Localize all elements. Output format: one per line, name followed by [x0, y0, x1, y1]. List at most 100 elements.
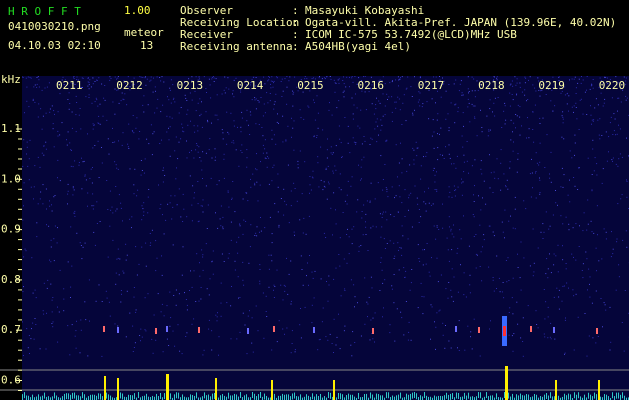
noise-dot: [512, 99, 514, 101]
noise-dot: [562, 122, 564, 124]
noise-dot: [121, 293, 122, 295]
noise-dot: [381, 269, 383, 271]
noise-dot: [615, 134, 616, 136]
noise-dot: [136, 274, 138, 276]
noise-bar: [210, 396, 211, 400]
noise-dot: [26, 86, 28, 88]
noise-dot: [516, 94, 517, 96]
noise-dot: [513, 333, 515, 335]
noise-dot: [329, 102, 330, 104]
noise-dot: [431, 135, 433, 137]
noise-dot: [297, 90, 299, 92]
noise-dot: [488, 80, 490, 82]
noise-dot: [225, 87, 227, 89]
noise-bar: [436, 396, 437, 400]
noise-dot: [139, 76, 141, 78]
noise-dot: [606, 160, 608, 162]
noise-dot: [73, 87, 75, 89]
noise-dot: [544, 167, 546, 168]
noise-dot: [332, 234, 333, 236]
noise-dot: [545, 211, 547, 213]
noise-dot: [26, 328, 28, 330]
noise-dot: [242, 198, 244, 200]
noise-dot: [64, 79, 66, 81]
noise-dot: [398, 185, 400, 187]
noise-dot: [378, 100, 380, 102]
noise-dot: [377, 125, 379, 127]
noise-dot: [160, 111, 162, 113]
noise-dot: [151, 338, 153, 340]
noise-dot: [51, 299, 53, 301]
noise-dot: [361, 90, 363, 92]
noise-dot: [380, 119, 382, 121]
noise-bar: [238, 396, 239, 400]
noise-dot: [185, 336, 187, 337]
noise-bar: [136, 397, 137, 400]
noise-dot: [582, 79, 584, 81]
noise-dot: [297, 160, 299, 162]
noise-dot: [300, 79, 302, 80]
noise-dot: [208, 149, 210, 151]
noise-dot: [28, 335, 30, 336]
time-label: 0217: [418, 79, 445, 92]
noise-dot: [309, 255, 310, 256]
noise-dot: [168, 139, 170, 141]
noise-dot: [549, 336, 551, 338]
noise-bar: [552, 396, 553, 400]
noise-dot: [453, 276, 455, 278]
noise-dot: [133, 287, 135, 288]
noise-dot: [335, 344, 337, 346]
noise-dot: [357, 199, 359, 201]
noise-dot: [351, 76, 353, 77]
noise-dot: [565, 216, 567, 218]
noise-dot: [269, 76, 270, 78]
noise-dot: [445, 288, 447, 290]
noise-bar: [278, 395, 279, 400]
noise-dot: [479, 84, 481, 86]
noise-dot: [80, 87, 82, 88]
noise-dot: [542, 223, 544, 225]
noise-dot: [322, 189, 324, 191]
info-value: ICOM IC-575 53.7492(@LCD)MHz USB: [305, 28, 517, 41]
noise-dot: [236, 241, 238, 243]
noise-dot: [23, 182, 25, 184]
noise-bar: [302, 397, 303, 400]
noise-dot: [328, 181, 329, 183]
noise-dot: [522, 341, 524, 342]
noise-dot: [474, 96, 476, 98]
noise-dot: [281, 96, 283, 97]
noise-dot: [600, 298, 602, 299]
noise-dot: [430, 304, 432, 306]
noise-dot: [84, 242, 86, 244]
noise-dot: [256, 235, 258, 237]
y-label: 0.8: [1, 273, 21, 286]
noise-dot: [143, 202, 145, 204]
noise-dot: [566, 103, 568, 105]
noise-bar: [514, 397, 515, 400]
noise-dot: [468, 92, 469, 94]
noise-dot: [155, 270, 157, 272]
noise-dot: [182, 221, 184, 222]
noise-dot: [489, 225, 491, 227]
noise-dot: [246, 84, 248, 86]
noise-dot: [360, 166, 362, 168]
noise-dot: [98, 177, 100, 178]
noise-dot: [223, 261, 225, 262]
noise-dot: [214, 148, 216, 150]
noise-dot: [75, 114, 77, 116]
noise-dot: [360, 245, 362, 246]
noise-dot: [584, 313, 586, 314]
noise-dot: [42, 184, 44, 186]
noise-dot: [382, 179, 384, 180]
noise-dot: [401, 124, 403, 125]
noise-dot: [618, 276, 620, 278]
noise-dot: [129, 218, 131, 220]
noise-dot: [403, 267, 405, 269]
noise-dot: [516, 301, 518, 303]
noise-dot: [211, 330, 213, 332]
noise-dot: [345, 86, 347, 88]
noise-dot: [311, 304, 313, 306]
noise-dot: [259, 280, 261, 282]
noise-dot: [193, 318, 195, 320]
noise-dot: [101, 162, 103, 164]
